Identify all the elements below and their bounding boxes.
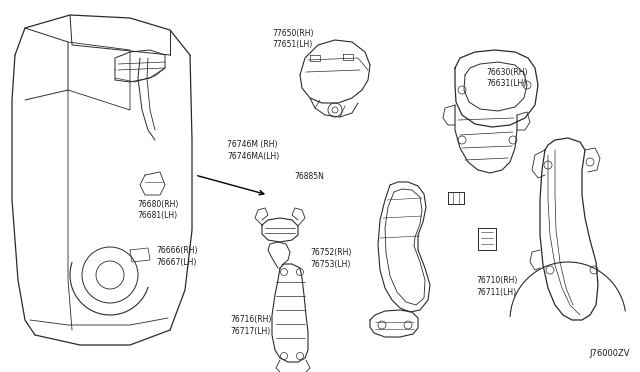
Text: 76630(RH)
76631(LH): 76630(RH) 76631(LH): [486, 68, 528, 88]
Text: 76710(RH)
76711(LH): 76710(RH) 76711(LH): [477, 276, 518, 296]
Text: J76000ZV: J76000ZV: [589, 349, 630, 358]
Text: 76666(RH)
76667(LH): 76666(RH) 76667(LH): [157, 247, 198, 267]
Text: 76752(RH)
76753(LH): 76752(RH) 76753(LH): [310, 248, 352, 269]
Text: 76716(RH)
76717(LH): 76716(RH) 76717(LH): [230, 315, 272, 336]
Text: 76746M (RH)
76746MA(LH): 76746M (RH) 76746MA(LH): [227, 141, 280, 161]
Text: 76680(RH)
76681(LH): 76680(RH) 76681(LH): [138, 200, 179, 220]
Text: 76885N: 76885N: [294, 172, 324, 181]
Text: 77650(RH)
77651(LH): 77650(RH) 77651(LH): [272, 29, 314, 49]
